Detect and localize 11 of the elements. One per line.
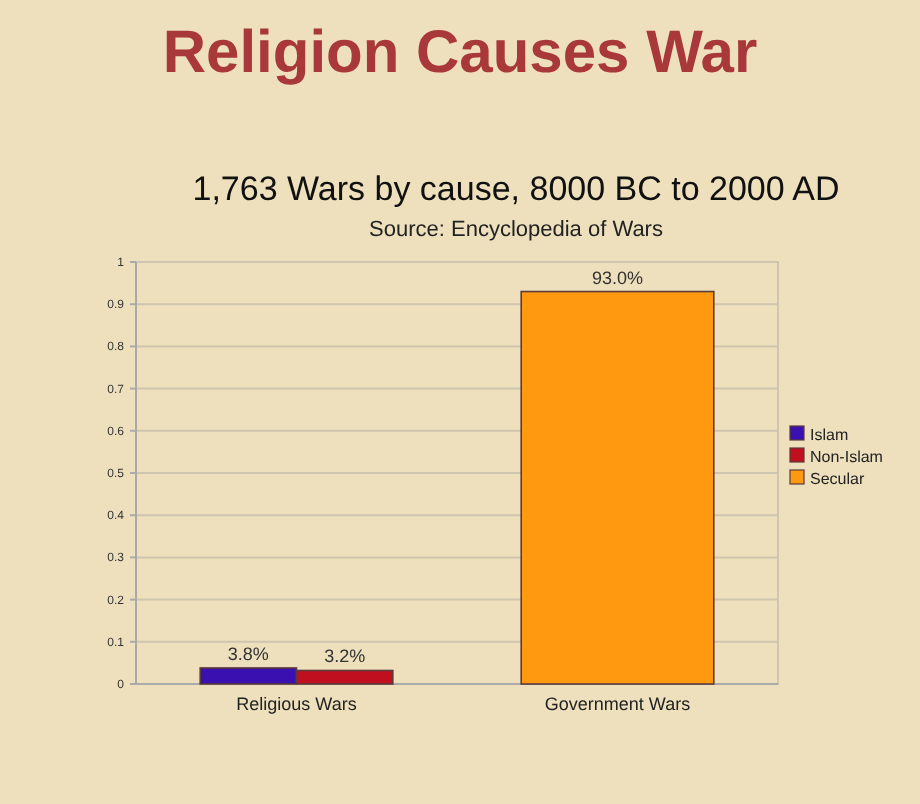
x-tick-label: Government Wars (544, 694, 692, 714)
data-label: 93.0% (591, 267, 644, 288)
data-label: 3.8% (227, 643, 269, 664)
legend-label: Non-Islam (810, 448, 884, 466)
legend-label: Islam (810, 426, 849, 444)
chart-subtitle: 1,763 Wars by cause, 8000 BC to 2000 AD (192, 170, 840, 208)
legend-label: Secular (810, 470, 865, 488)
x-tick-label: Religious Wars (236, 694, 358, 714)
data-label: 3.2% (324, 646, 366, 667)
chart-title: Religion Causes War (162, 20, 758, 86)
source-note: Source: Encyclopedia of Wars (369, 218, 664, 242)
